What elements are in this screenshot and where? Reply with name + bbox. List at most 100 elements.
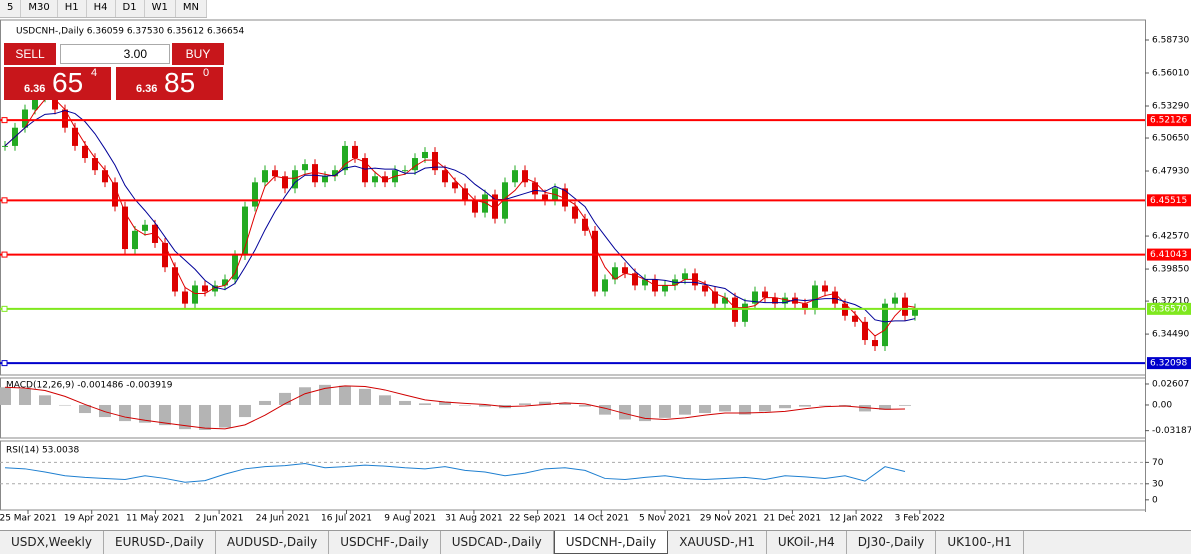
symbol-tab[interactable]: UK100-,H1 xyxy=(936,531,1024,554)
candle-body xyxy=(472,200,478,213)
symbol-tab[interactable]: USDCAD-,Daily xyxy=(441,531,554,554)
symbol-tab[interactable]: EURUSD-,Daily xyxy=(104,531,216,554)
candle-body xyxy=(722,297,728,304)
candle-body xyxy=(482,194,488,213)
timeframe-button[interactable]: H1 xyxy=(58,0,87,17)
macd-bar xyxy=(399,400,411,405)
chart: 6.58730 6.56010 6.53290 6.50650 6.47930 6.425… xyxy=(0,19,1191,524)
candle-body xyxy=(172,267,178,292)
macd-bar xyxy=(639,404,651,422)
timeframe-button[interactable]: 5 xyxy=(0,0,22,17)
x-tick-label: 2 Jun 2021 xyxy=(195,514,243,524)
candle-body xyxy=(22,109,28,128)
y-tick-label: 6.56010 xyxy=(1152,68,1189,78)
timeframe-button[interactable]: M30 xyxy=(21,0,58,17)
symbol-tab[interactable]: UKOil-,H4 xyxy=(767,531,847,554)
candle-body xyxy=(682,273,688,280)
candle-body xyxy=(32,97,38,110)
x-tick-label: 25 Mar 2021 xyxy=(0,514,57,524)
macd-bar xyxy=(479,404,491,407)
candle-body xyxy=(212,285,218,292)
x-tick-label: 9 Aug 2021 xyxy=(384,514,436,524)
timeframe-button[interactable]: MN xyxy=(176,0,207,17)
symbol-tab[interactable]: USDCHF-,Daily xyxy=(329,531,441,554)
candle-body xyxy=(592,230,598,292)
y-tick-label: 6.50650 xyxy=(1152,134,1189,144)
candle-body xyxy=(92,158,98,171)
candle-body xyxy=(282,176,288,189)
pane-frame xyxy=(0,440,1146,511)
candle-body xyxy=(132,230,138,250)
rsi-line xyxy=(4,462,906,483)
macd-bar xyxy=(319,384,331,405)
symbol-tab[interactable]: DJ30-,Daily xyxy=(847,531,937,554)
macd-bar xyxy=(819,404,831,406)
macd-bar xyxy=(19,388,31,405)
level-tag xyxy=(1147,114,1191,127)
macd-bar xyxy=(739,404,751,415)
candle-body xyxy=(222,279,228,286)
timeframe-button[interactable]: H4 xyxy=(87,0,116,17)
candle-body xyxy=(702,285,708,292)
symbol-tabs: USDX,Weekly EURUSD-,Daily AUDUSD-,Daily USD… xyxy=(0,530,1191,554)
candle-body xyxy=(322,176,328,183)
macd-bar xyxy=(859,404,871,412)
macd-bar xyxy=(79,404,91,414)
macd-bar xyxy=(579,404,591,407)
candle-body xyxy=(62,109,68,128)
candle-body xyxy=(2,145,8,147)
ask-pips: 85 xyxy=(164,67,196,98)
macd-bar xyxy=(179,404,191,430)
macd-bar xyxy=(799,404,811,407)
x-tick-label: 14 Oct 2021 xyxy=(573,514,629,524)
macd-bar xyxy=(339,385,351,405)
candle-body xyxy=(582,218,588,231)
lot-input[interactable]: 3.00 xyxy=(60,44,170,64)
macd-bar xyxy=(239,404,251,418)
candle-body xyxy=(252,182,258,207)
x-tick-label: 3 Feb 2022 xyxy=(895,514,945,524)
candle-body xyxy=(302,164,308,171)
symbol-tab[interactable]: USDX,Weekly xyxy=(0,531,104,554)
rsi-title: RSI(14) 53.0038 xyxy=(6,446,79,456)
candle-body xyxy=(52,91,58,110)
ask-price[interactable]: 6.36 85 0 xyxy=(116,67,223,100)
x-tick-label: 22 Sep 2021 xyxy=(509,514,566,524)
symbol-tab[interactable]: XAUUSD-,H1 xyxy=(668,531,767,554)
level-tag xyxy=(1147,302,1191,315)
ask-fraction: 0 xyxy=(203,67,210,79)
macd-bar xyxy=(259,400,271,405)
candle-body xyxy=(102,170,108,183)
macd-bar xyxy=(99,404,111,418)
trade-panel: SELL 3.00 BUY 6.36 65 4 6.36 85 0 xyxy=(4,43,224,100)
candle-body xyxy=(772,297,778,304)
candle-body xyxy=(152,224,158,243)
timeframe-button[interactable]: D1 xyxy=(116,0,145,17)
candle-body xyxy=(442,170,448,183)
level-marker xyxy=(1,305,8,312)
macd-bar xyxy=(199,404,211,430)
macd-bar xyxy=(439,401,451,405)
candle-body xyxy=(572,206,578,219)
x-tick-label: 16 Jul 2021 xyxy=(321,514,372,524)
candle-body xyxy=(812,285,818,310)
chart-title: USDCNH-,Daily 6.36059 6.37530 6.35612 6.… xyxy=(16,27,244,37)
sell-button[interactable]: SELL xyxy=(4,43,56,65)
candle-body xyxy=(522,170,528,183)
y-tick-label: 30 xyxy=(1152,479,1164,489)
symbol-tab[interactable]: AUDUSD-,Daily xyxy=(216,531,330,554)
candle-body xyxy=(112,182,118,207)
macd-signal xyxy=(4,385,906,430)
level-label: 6.41043 xyxy=(1150,250,1187,260)
candle-body xyxy=(862,321,868,341)
bid-price[interactable]: 6.36 65 4 xyxy=(4,67,111,100)
candle-body xyxy=(882,303,888,347)
symbol-tab[interactable]: USDCNH-,Daily xyxy=(553,531,669,554)
timeframe-button[interactable]: W1 xyxy=(145,0,176,17)
y-tick-label: 6.47930 xyxy=(1152,167,1189,177)
macd-bar xyxy=(779,404,791,409)
bid-fraction: 4 xyxy=(91,67,98,79)
macd-bar xyxy=(879,404,891,410)
level-label: 6.32098 xyxy=(1150,359,1187,369)
buy-button[interactable]: BUY xyxy=(172,43,224,65)
